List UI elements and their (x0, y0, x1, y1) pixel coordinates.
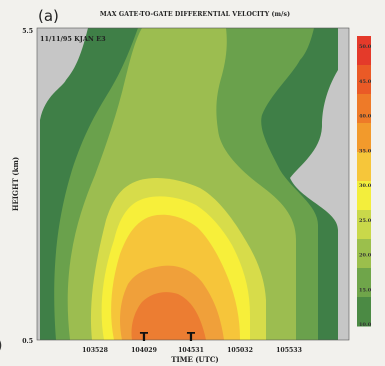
y-axis-label: HEIGHT (km) (11, 157, 20, 211)
colorbar-segment (357, 210, 371, 240)
colorbar-label: 30.0 (359, 183, 372, 189)
time-marker: T (140, 330, 149, 344)
y-tick-bottom: 0.5 (22, 338, 33, 345)
colorbar-label: 45.0 (359, 79, 372, 85)
colorbar-segment (357, 94, 371, 124)
colorbar-segment (357, 36, 371, 66)
colorbar-label: 40.0 (359, 114, 372, 120)
colorbar-label: 35.0 (359, 148, 372, 154)
colorbar-label: 50.0 (359, 44, 372, 50)
colorbar-segment (357, 181, 371, 211)
case-annotation: 11/11/95 KJAN E3 (40, 35, 106, 43)
x-axis-label: TIME (UTC) (171, 355, 219, 364)
panel-label: (a) (38, 7, 59, 25)
x-tick-label: 105533 (276, 347, 302, 354)
colorbar-label: 15.0 (359, 287, 372, 293)
colorbar-segment (357, 268, 371, 298)
colorbar-segment (357, 152, 371, 182)
time-marker: T (187, 330, 196, 344)
colorbar-label: 20.0 (359, 253, 372, 259)
colorbar-label: 10.0 (359, 322, 372, 328)
colorbar-segment (357, 123, 371, 153)
x-tick-label: 104531 (178, 347, 204, 354)
colorbar-segment (357, 297, 371, 327)
contour-fills (40, 28, 338, 340)
colorbar-segment (357, 65, 371, 95)
x-tick-label: 105032 (227, 347, 253, 354)
contour-core (131, 292, 206, 340)
x-tick-label: 103528 (82, 347, 108, 354)
edge-fragment: ) (0, 338, 2, 354)
x-tick-label: 104029 (131, 347, 157, 354)
colorbar-segment (357, 239, 371, 269)
y-tick-top: 5.5 (22, 28, 33, 35)
plot-frame (36, 27, 350, 341)
colorbar-label: 25.0 (359, 218, 372, 224)
colorbar: 50.0 45.0 40.0 35.0 30.0 25.0 20.0 15.0 10.0 (357, 36, 372, 328)
chart-title: MAX GATE-TO-GATE DIFFERENTIAL VELOCITY (… (100, 11, 290, 18)
